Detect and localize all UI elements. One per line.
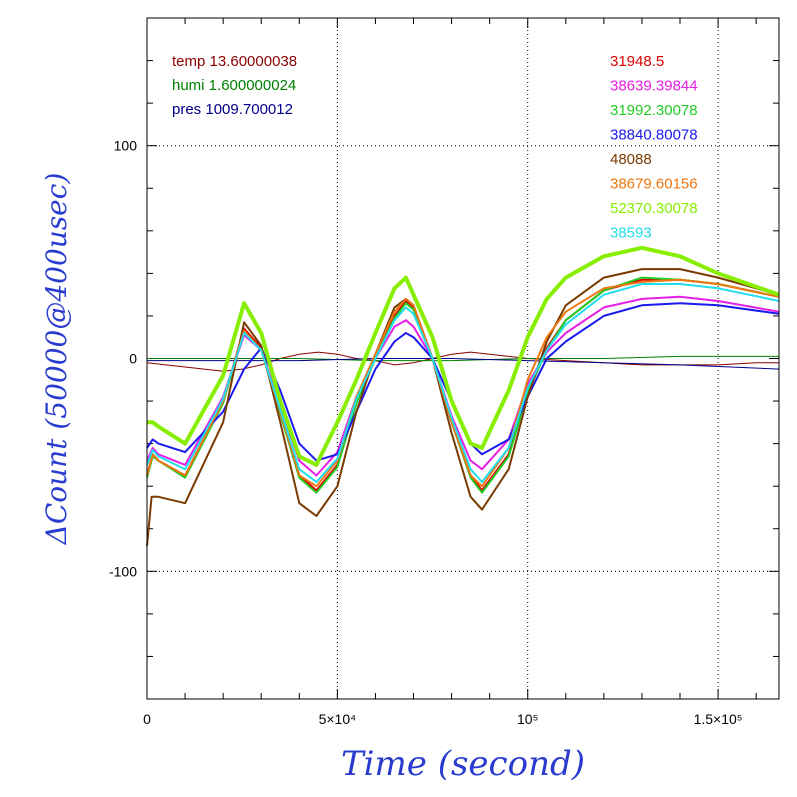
series-legend-entry: 38593 <box>610 225 652 242</box>
x-tick-label: 5×10⁴ <box>319 711 357 727</box>
axis-ticks <box>146 17 779 700</box>
x-tick-label: 0 <box>143 711 151 727</box>
series-line <box>147 245 780 467</box>
series-legend-entry: 38840.80078 <box>610 127 698 144</box>
series-legend-entry: 38679.60156 <box>610 176 698 193</box>
environment-series <box>146 351 780 372</box>
series-legend-entry: 48088 <box>610 151 652 168</box>
series-line <box>146 302 780 462</box>
y-tick-label: 0 <box>129 351 137 367</box>
environment-line <box>147 355 779 362</box>
y-axis-title: ΔCount (50000@400usec) <box>40 173 73 546</box>
series-legend-entry: 31948.5 <box>610 53 664 70</box>
environment-legend-entry: pres 1009.700012 <box>172 101 293 118</box>
series-legend-entry: 52370.30078 <box>610 200 698 217</box>
tick-labels: 0 5×10⁴ 10⁵ 1.5×10⁵ -100 0 100 <box>109 138 743 727</box>
environment-line <box>146 351 779 372</box>
y-tick-label: 100 <box>114 138 138 154</box>
x-axis-title: Time (second) <box>341 744 585 784</box>
x-tick-label: 10⁵ <box>517 711 538 727</box>
count-series <box>146 245 780 546</box>
environment-line <box>147 358 780 370</box>
environment-legend-entry: temp 13.60000038 <box>172 53 297 70</box>
series-legend-entry: 31992.30078 <box>610 102 698 119</box>
series-legend-entry: 38639.39844 <box>610 78 698 95</box>
environment-legend-entry: humi 1.600000024 <box>172 77 296 94</box>
plot-frame <box>146 17 780 700</box>
x-tick-label: 1.5×10⁵ <box>694 711 743 727</box>
y-tick-label: -100 <box>109 563 137 579</box>
environment-legend: temp 13.60000038 humi 1.600000024 pres 100… <box>172 53 297 118</box>
series-legend: 31948.5 38639.39844 31992.30078 38840.80078… <box>610 53 698 242</box>
series-line <box>146 283 780 483</box>
